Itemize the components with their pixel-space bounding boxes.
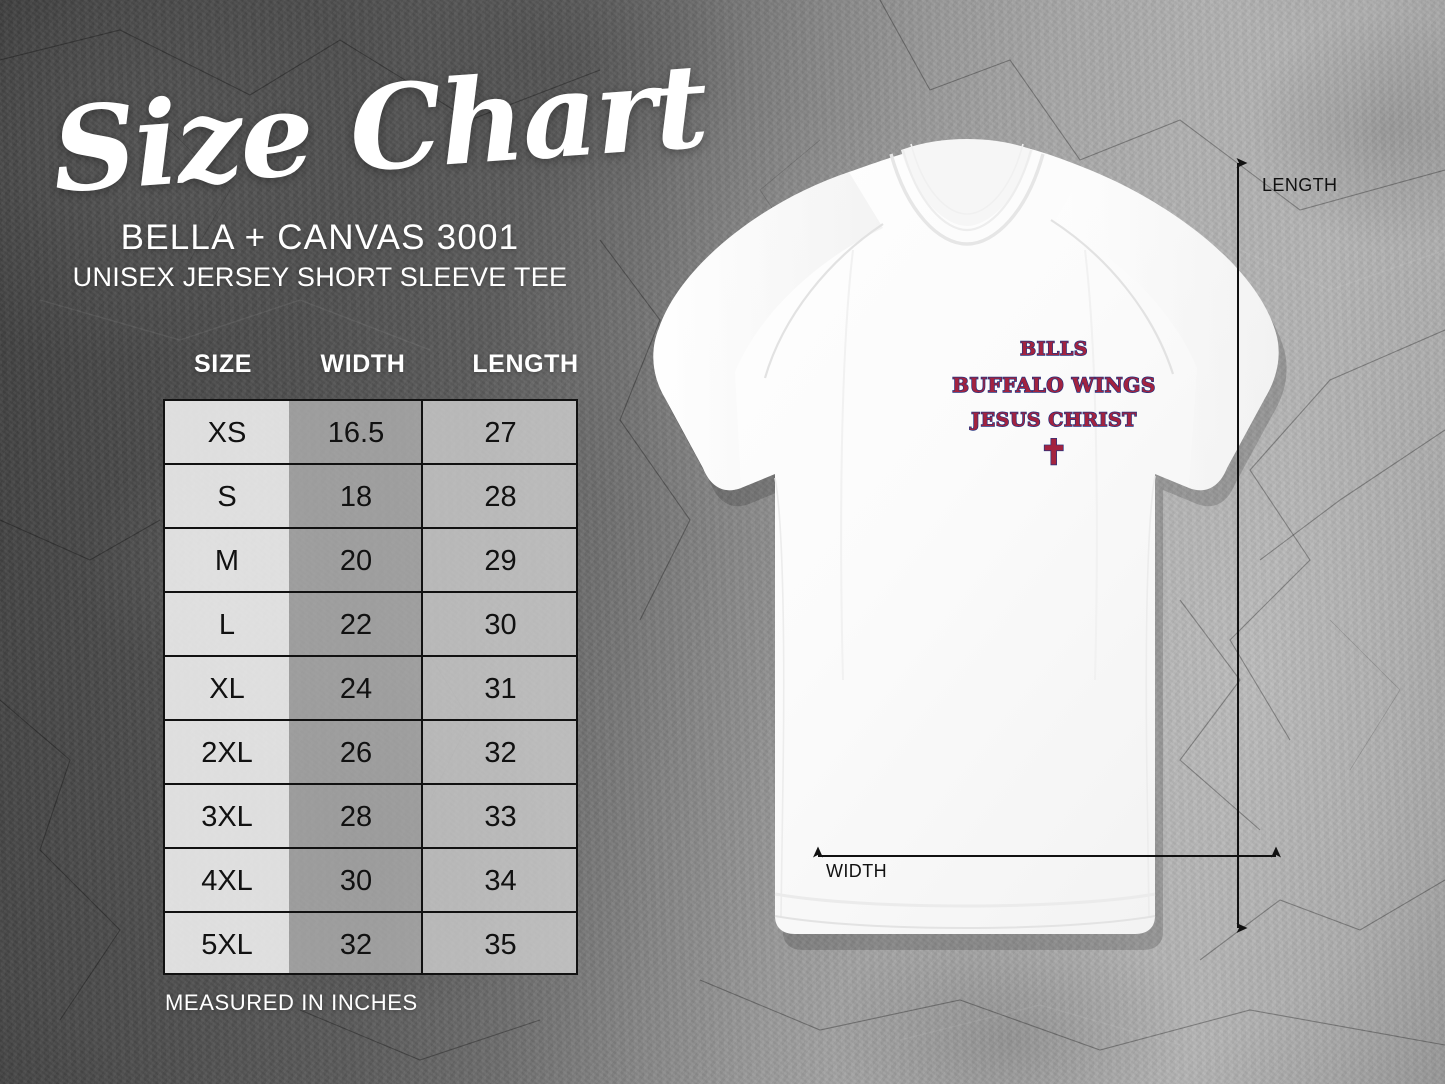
column-header-width: WIDTH [320,350,406,378]
table-header-row: SIZE WIDTH LENGTH [163,350,578,384]
shirt-print-graphic: BILLS BUFFALO WINGS JESUS CHRIST ✝ [948,338,1160,473]
cell-size: 5XL [201,929,253,961]
cell-length: 35 [484,929,517,961]
cell-width: 26 [339,737,373,769]
cell-width: 22 [339,609,373,641]
column-header-size: SIZE [194,350,252,378]
cell-size: 3XL [201,801,253,833]
cell-width: 18 [339,481,373,513]
cell-width: 32 [339,929,373,961]
cell-size: 4XL [201,865,253,897]
cell-width: 24 [339,673,373,705]
cell-size: M [214,545,240,577]
cell-size: XL [209,673,245,705]
print-line-2: BUFFALO WINGS [951,373,1156,397]
cell-width: 16.5 [327,417,385,449]
cell-length: 28 [484,481,517,513]
cell-size: L [218,609,236,641]
size-table: XS 16.5 27 S 18 28 M 20 29 L 22 30 XL 24 [163,399,578,975]
table-row: XS 16.5 27 [165,401,576,465]
table-row: 4XL 30 34 [165,849,576,913]
cell-size: 2XL [201,737,253,769]
cell-length: 31 [484,673,517,705]
column-header-length: LENGTH [472,350,579,378]
cell-length: 27 [484,417,517,449]
cell-width: 28 [339,801,373,833]
cell-width: 30 [339,865,373,897]
cell-length: 30 [484,609,517,641]
table-row: 2XL 26 32 [165,721,576,785]
left-info-panel: Size Chart BELLA + CANVAS 3001 UNISEX JE… [0,0,710,1084]
table-row: 3XL 28 33 [165,785,576,849]
product-description: UNISEX JERSEY SHORT SLEEVE TEE [72,262,568,292]
column-divider-length [421,399,423,975]
tshirt-mockup [615,120,1315,960]
page-title: Size Chart [48,38,711,220]
print-line-1: BILLS [1019,338,1088,360]
table-row: S 18 28 [165,465,576,529]
table-row: M 20 29 [165,529,576,593]
measurement-units-note: MEASURED IN INCHES [165,990,418,1015]
table-row: 5XL 32 35 [165,913,576,977]
cell-width: 20 [339,545,373,577]
cross-icon: ✝ [1039,433,1069,473]
cell-length: 34 [484,865,517,897]
cell-length: 29 [484,545,517,577]
cell-size: S [217,481,237,513]
brand-model: BELLA + CANVAS 3001 [120,218,520,257]
table-row: XL 24 31 [165,657,576,721]
cell-size: XS [207,417,247,449]
cell-length: 33 [484,801,517,833]
cell-length: 32 [484,737,517,769]
table-row: L 22 30 [165,593,576,657]
print-line-3: JESUS CHRIST [970,409,1137,431]
